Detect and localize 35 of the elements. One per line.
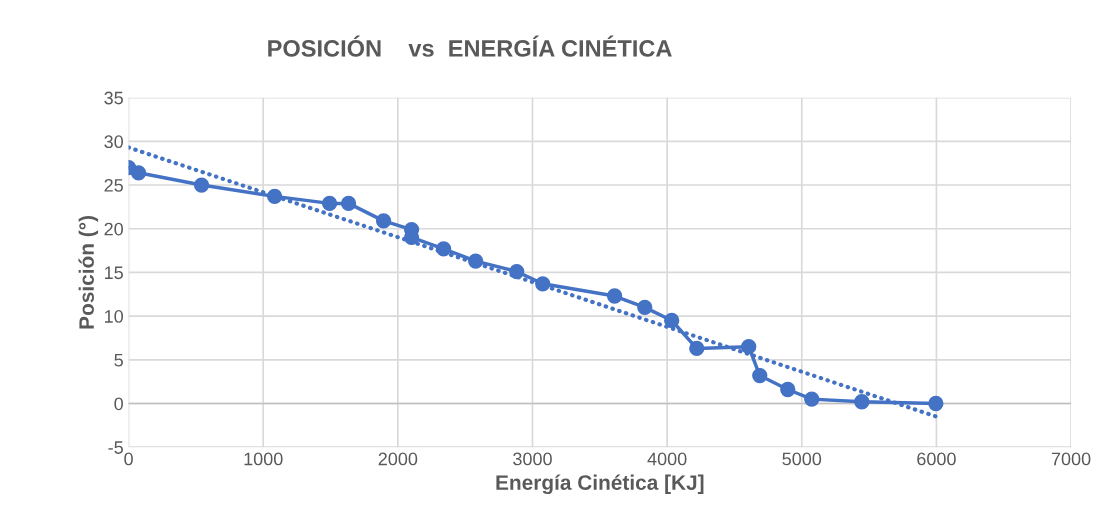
x-tick-label: 1000 [244,452,283,466]
point [854,394,870,410]
point [689,340,705,357]
y-tick-label: -5 [108,441,123,454]
y-tick-label: 0 [114,397,123,411]
y-tick-label: 15 [105,266,123,280]
y-tick-label: 10 [105,310,123,323]
x-tick-label: 2000 [378,452,418,466]
x-tick-label: 0 [124,452,133,466]
point [752,367,768,384]
y-tick-label: 25 [104,178,123,192]
chart-title: POSICIÓN vs ENERGÍA CINÉTICA [268,35,672,57]
point [928,395,944,412]
x-tick-label: 4000 [647,452,687,466]
point [375,213,392,229]
point [193,177,210,193]
point [780,381,796,398]
y-axis-title: Posición (°) [78,216,99,329]
x-axis-title: Energía Cinética [KJ] [496,474,704,495]
x-tick-label: 6000 [917,452,956,466]
y-tick-label: 5 [114,353,123,367]
x-tick-label: 5000 [782,452,822,466]
point [804,391,820,407]
point [340,195,357,212]
point [130,165,147,181]
x-tick-label: 3000 [513,452,552,466]
point [637,299,653,316]
x-tick-label: 7000 [1051,452,1091,466]
point [321,195,338,212]
y-tick-label: 30 [104,135,123,149]
point [664,312,680,329]
point [741,339,757,355]
y-tick-label: 20 [104,222,123,236]
y-tick-label: 35 [104,91,123,105]
point [606,288,623,304]
